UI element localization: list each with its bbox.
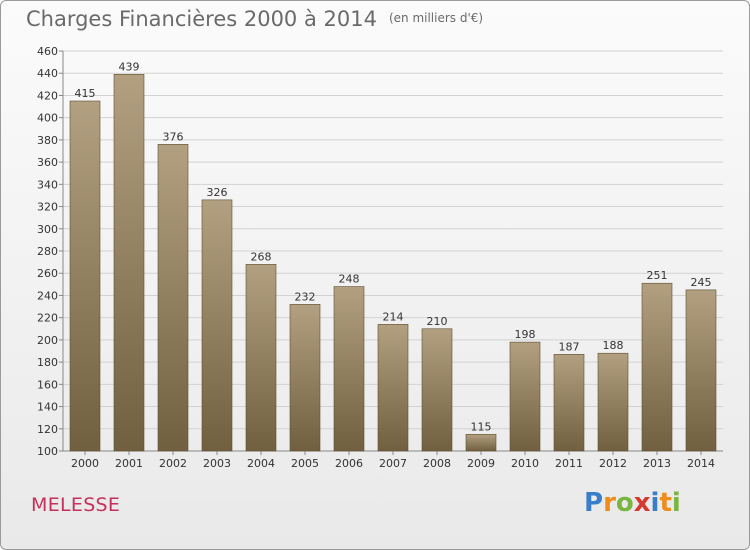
x-tick-label: 2008 [423,457,451,470]
x-tick-label: 2006 [335,457,363,470]
y-tick-label: 120 [37,423,58,436]
y-tick-label: 320 [37,201,58,214]
x-tick-label: 2000 [71,457,99,470]
x-tick-label: 2007 [379,457,407,470]
bar-value-label: 248 [339,273,360,286]
bar-2001 [113,74,145,452]
y-tick-label: 260 [37,267,58,280]
bar-value-label: 245 [691,276,712,289]
y-tick-label: 400 [37,112,58,125]
chart-title: Charges Financières 2000 à 2014 (en milli… [26,7,483,31]
y-tick-label: 160 [37,378,58,391]
logo-letter: i [671,488,681,518]
bar-2002 [157,144,189,452]
bar-value-label: 251 [647,269,668,282]
y-tick-label: 300 [37,223,58,236]
x-tick-label: 2002 [159,457,187,470]
bar-value-label: 376 [163,130,184,143]
x-tick-label: 2005 [291,457,319,470]
y-tick-label: 340 [37,178,58,191]
title-text: Charges Financières 2000 à 2014 [26,7,377,31]
x-tick-label: 2003 [203,457,231,470]
bar-value-label: 198 [515,328,536,341]
y-tick-label: 140 [37,401,58,414]
x-tick-label: 2004 [247,457,275,470]
bar-value-label: 214 [383,310,404,323]
y-tick-label: 440 [37,67,58,80]
bar-2003 [201,199,233,452]
x-tick-label: 2011 [555,457,583,470]
bar-value-label: 188 [603,339,624,352]
bar-value-label: 415 [75,87,96,100]
x-tick-label: 2013 [643,457,671,470]
bar-2006 [333,286,365,452]
bar-2014 [685,289,717,452]
bar-value-label: 268 [251,250,272,263]
y-tick-label: 220 [37,312,58,325]
proxiti-logo[interactable]: Proxiti [584,488,681,518]
logo-letter: P [584,488,604,518]
commune-name: MELESSE [31,494,121,516]
y-tick-label: 280 [37,245,58,258]
y-tick-label: 380 [37,134,58,147]
bar-value-label: 439 [119,60,140,73]
y-tick-label: 460 [37,45,58,58]
bar-2007 [377,324,409,452]
bar-2012 [597,352,629,452]
y-tick-label: 180 [37,356,58,369]
bar-2000 [69,100,101,452]
y-tick-label: 200 [37,334,58,347]
logo-letter: t [659,488,672,518]
bar-2013 [641,282,673,452]
y-tick-label: 360 [37,156,58,169]
x-tick-label: 2001 [115,457,143,470]
logo-letter: o [615,488,634,518]
logo-letter: i [650,488,660,518]
bar-2008 [421,328,453,452]
y-tick-label: 240 [37,289,58,302]
bar-value-label: 210 [427,315,448,328]
bar-2009 [465,434,497,452]
logo-letter: x [633,488,651,518]
bar-2011 [553,354,585,452]
bar-2005 [289,304,321,452]
x-tick-label: 2012 [599,457,627,470]
y-tick-label: 420 [37,89,58,102]
y-tick-label: 100 [37,445,58,458]
bar-value-label: 115 [471,420,492,433]
bar-2004 [245,264,277,452]
logo-letter: r [603,488,616,518]
bar-value-label: 326 [207,186,228,199]
chart-subtitle: (en milliers d'€) [388,11,484,25]
x-tick-label: 2010 [511,457,539,470]
bar-value-label: 187 [559,340,580,353]
x-tick-label: 2009 [467,457,495,470]
x-tick-label: 2014 [687,457,715,470]
bar-value-label: 232 [295,290,316,303]
bar-2010 [509,341,541,452]
